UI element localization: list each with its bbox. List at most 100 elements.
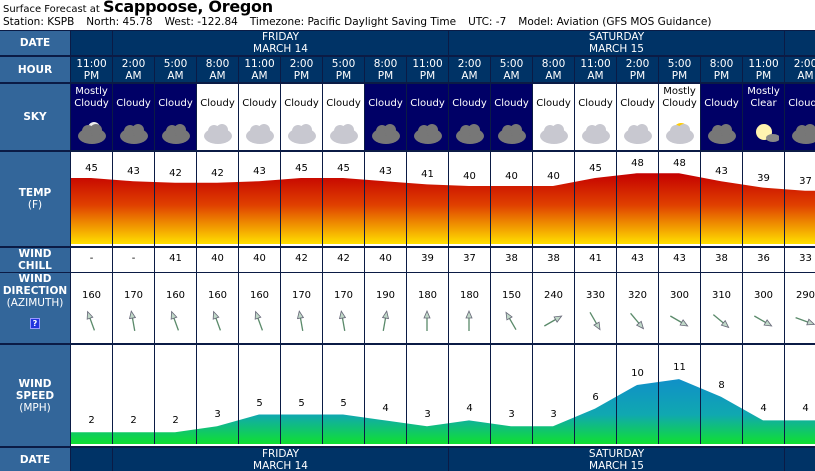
grid-line bbox=[112, 152, 113, 246]
sky-condition: Cloudy bbox=[200, 98, 235, 109]
hour-ampm: AM bbox=[125, 69, 142, 82]
ws-l1: WIND bbox=[18, 377, 52, 390]
wind-arrow-icon bbox=[663, 305, 696, 338]
wind-speed-value: 3 bbox=[424, 409, 431, 421]
date-cell: FRIDAY MARCH 14 bbox=[113, 448, 448, 471]
sky-cell: Cloudy bbox=[785, 84, 815, 150]
date-day: FRIDAY bbox=[261, 448, 300, 460]
hour-hour: 8:00 bbox=[373, 57, 398, 70]
hour-ampm: PM bbox=[629, 69, 646, 82]
hour-cell: 5:00 PM bbox=[323, 57, 364, 82]
wind-chill-value: 38 bbox=[701, 248, 742, 272]
wind-arrow-icon bbox=[415, 309, 439, 333]
grid-line bbox=[784, 345, 785, 444]
cloudy-icon bbox=[581, 122, 611, 144]
sky-condition: Cloudy bbox=[410, 98, 445, 109]
sky-condition: Cloudy bbox=[788, 98, 815, 109]
sky-cell: Cloudy bbox=[365, 84, 406, 150]
grid-line bbox=[154, 152, 155, 246]
hour-cell: 11:00 AM bbox=[575, 57, 616, 82]
temp-label: TEMP (F) bbox=[0, 152, 70, 246]
wind-chill-value: 43 bbox=[659, 248, 700, 272]
grid-line bbox=[658, 152, 659, 246]
wind-direction-value: 160 bbox=[165, 290, 186, 301]
date-cell: FRIDAY MARCH 14 bbox=[113, 31, 448, 55]
wind-direction-cell: 160 bbox=[239, 273, 280, 343]
hour-ampm: AM bbox=[251, 69, 268, 82]
sky-condition: Cloudy bbox=[368, 98, 403, 109]
cloudy-icon bbox=[161, 122, 191, 144]
sky-cell: Cloudy bbox=[533, 84, 574, 150]
wind-arrow-icon bbox=[747, 305, 780, 338]
grid-line bbox=[448, 345, 449, 444]
temp-value: 45 bbox=[85, 163, 98, 174]
date-cell-empty bbox=[71, 448, 112, 471]
hour-hour: 2:00 bbox=[793, 57, 815, 70]
sky-cell: Cloudy bbox=[155, 84, 196, 150]
wind-chill-value: 37 bbox=[449, 248, 490, 272]
hour-ampm: PM bbox=[755, 69, 772, 82]
wind-chill-value: - bbox=[113, 248, 154, 272]
hour-ampm: PM bbox=[293, 69, 310, 82]
grid-line bbox=[238, 345, 239, 444]
wind-speed-value: 5 bbox=[298, 397, 305, 409]
utc: UTC: -7 bbox=[468, 16, 507, 28]
temp-value: 40 bbox=[505, 171, 518, 182]
wind-speed-value: 2 bbox=[172, 415, 179, 427]
wind-direction-value: 320 bbox=[627, 290, 648, 301]
hour-ampm: PM bbox=[335, 69, 352, 82]
wind-chill-value: 43 bbox=[617, 248, 658, 272]
baseline bbox=[71, 444, 815, 446]
grid-line bbox=[784, 152, 785, 246]
wind-speed-value: 6 bbox=[592, 391, 599, 403]
hour-hour: 11:00 bbox=[580, 57, 611, 70]
sky-condition: Cloudy bbox=[326, 98, 361, 109]
temp-value: 48 bbox=[631, 158, 644, 170]
grid-line bbox=[490, 152, 491, 246]
sky-condition: Cloudy bbox=[242, 98, 277, 109]
hour-hour: 8:00 bbox=[709, 57, 734, 70]
cloudy-icon bbox=[623, 122, 653, 144]
wind-arrow-icon bbox=[287, 307, 315, 335]
temp-value: 45 bbox=[589, 163, 602, 174]
temp-value: 37 bbox=[799, 175, 812, 187]
date-cell: SATURDAY MARCH 15 bbox=[449, 31, 784, 55]
grid-line bbox=[700, 152, 701, 246]
temp-unit: (F) bbox=[27, 199, 43, 211]
sky-condition: Cloudy bbox=[536, 98, 571, 109]
temp-value: 43 bbox=[379, 166, 392, 178]
hour-ampm: AM bbox=[503, 69, 520, 82]
wind-direction-value: 180 bbox=[417, 290, 438, 301]
wind-arrow-icon bbox=[790, 306, 815, 337]
hour-hour: 2:00 bbox=[457, 57, 482, 70]
location-name: Scappoose, Oregon bbox=[103, 0, 273, 16]
hour-cell: 2:00 AM bbox=[785, 57, 815, 82]
hour-ampm: PM bbox=[377, 69, 394, 82]
wd-l1: WIND bbox=[18, 273, 52, 285]
wind-arrow-icon bbox=[704, 304, 738, 338]
hour-hour: 11:00 bbox=[748, 57, 779, 70]
ws-l2: SPEED bbox=[15, 389, 55, 402]
hour-ampm: PM bbox=[419, 69, 436, 82]
sky-condition: Cloudy bbox=[284, 98, 319, 109]
hour-hour: 2:00 bbox=[121, 57, 146, 70]
wind-chill-value: - bbox=[71, 248, 112, 272]
wind-speed-value: 2 bbox=[88, 415, 95, 427]
wind-chill-value: 41 bbox=[575, 248, 616, 272]
sky-condition: Cloudy bbox=[158, 98, 193, 109]
hour-cell: 5:00 PM bbox=[659, 57, 700, 82]
date-date: MARCH 14 bbox=[253, 459, 308, 471]
wind-direction-cell: 150 bbox=[491, 273, 532, 343]
cloudy-icon bbox=[329, 122, 359, 144]
wind-arrow-icon bbox=[457, 309, 481, 333]
hour-cell: 11:00 PM bbox=[71, 57, 112, 82]
temp-value: 40 bbox=[463, 171, 476, 182]
cloudy-icon bbox=[413, 122, 443, 144]
sky-cell: Cloudy bbox=[407, 84, 448, 150]
grid-line bbox=[196, 345, 197, 444]
help-button[interactable]: ? bbox=[30, 318, 40, 329]
grid-line bbox=[490, 345, 491, 444]
grid-line bbox=[154, 345, 155, 444]
wind-speed-value: 11 bbox=[673, 362, 686, 374]
sky-cell: Cloudy bbox=[323, 84, 364, 150]
